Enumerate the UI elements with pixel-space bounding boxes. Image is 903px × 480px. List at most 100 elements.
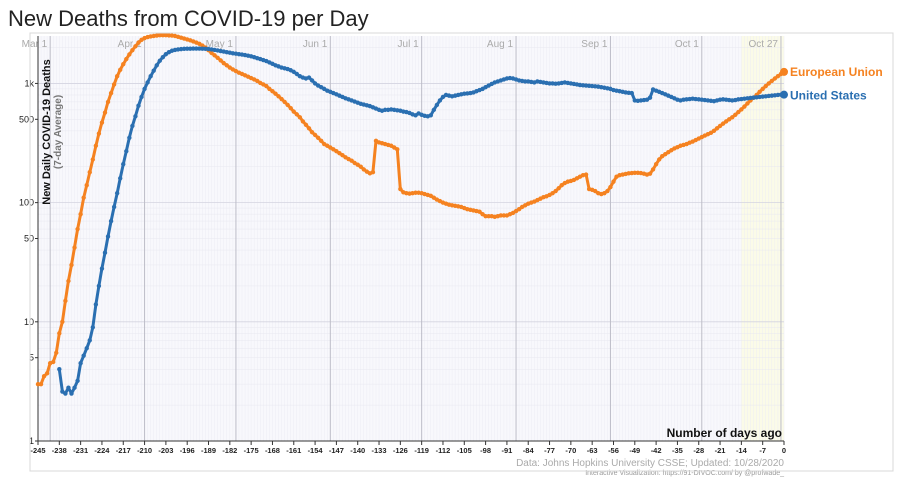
data-point <box>160 32 166 38</box>
data-point <box>273 91 278 96</box>
data-point <box>127 135 132 140</box>
data-point <box>130 48 135 53</box>
x-tick-label: -182 <box>222 446 237 455</box>
y-tick-label: 500 <box>19 114 34 124</box>
data-point <box>486 213 491 219</box>
data-point <box>44 371 50 376</box>
data-point <box>57 367 62 372</box>
end-point <box>780 67 788 76</box>
y-tick-labels: 1 5 10 50 100 500 1k <box>19 36 39 446</box>
data-point <box>413 190 418 195</box>
data-point <box>382 107 388 113</box>
data-point <box>395 147 400 152</box>
x-tick-label: -224 <box>94 446 110 455</box>
data-point <box>63 298 68 304</box>
data-point <box>75 378 80 383</box>
credit-note: Interactive Visualization: https://91-DI… <box>585 470 784 477</box>
data-point <box>99 120 105 125</box>
x-tick-label: -35 <box>672 446 683 455</box>
x-tick-label: -70 <box>565 446 576 455</box>
data-point <box>215 55 220 61</box>
data-point <box>647 95 653 100</box>
month-label: Oct 1 <box>675 39 699 50</box>
data-point <box>69 391 74 396</box>
data-point <box>309 129 315 135</box>
x-tick-label: -49 <box>629 446 640 455</box>
x-tick-label: -42 <box>651 446 662 455</box>
y-tick-label: 10 <box>24 317 34 327</box>
data-point <box>632 170 637 175</box>
data-point <box>437 98 443 103</box>
data-point <box>720 121 726 126</box>
data-point <box>477 209 482 214</box>
data-point <box>772 76 778 81</box>
series-label-united-states: United States <box>790 89 867 103</box>
data-point <box>312 132 318 138</box>
x-tick-label: -231 <box>73 446 88 455</box>
data-point <box>139 94 144 100</box>
x-tick-label: -133 <box>372 446 387 455</box>
data-point <box>547 81 552 86</box>
data-point <box>87 169 92 175</box>
data-point <box>51 359 56 365</box>
data-point <box>483 213 488 219</box>
month-label: Sep 1 <box>581 39 608 50</box>
data-point <box>60 319 65 325</box>
x-axis-label: Number of days ago <box>667 426 782 440</box>
y-axis-sublabel: (7-day Average) <box>53 95 64 169</box>
month-labels: Mar 1 Apr 1 May 1 Jun 1 Jul 1 Aug 1 Sep 1 Oct 1… <box>22 39 779 50</box>
data-point <box>769 78 775 84</box>
data-point <box>583 172 589 177</box>
x-tick-label: -203 <box>158 446 173 455</box>
data-point <box>297 115 303 120</box>
data-point <box>35 381 41 387</box>
data-point <box>93 143 99 148</box>
data-point <box>188 46 193 51</box>
data-point <box>711 128 717 134</box>
data-point <box>148 73 153 79</box>
month-label: Oct 27 <box>748 39 778 50</box>
source-note: Data: Johns Hopkins University CSSE; Upd… <box>516 458 784 469</box>
data-point <box>434 102 440 108</box>
x-tick-label: -126 <box>393 446 408 455</box>
data-point <box>224 63 229 68</box>
month-label: May 1 <box>206 39 234 50</box>
data-point <box>730 115 735 120</box>
data-point <box>306 126 312 131</box>
month-label: Mar 1 <box>22 39 48 50</box>
page-title: New Deaths from COVID-19 per Day <box>8 6 369 31</box>
x-tick-label: -56 <box>608 446 619 455</box>
y-tick-label: 1k <box>24 78 34 88</box>
data-point <box>291 109 296 114</box>
x-tick-label: -28 <box>693 446 704 455</box>
data-point <box>270 89 275 94</box>
data-point <box>124 56 129 62</box>
data-point <box>608 184 613 190</box>
data-point <box>629 90 634 96</box>
grid-major <box>38 47 784 442</box>
data-point <box>63 391 68 396</box>
x-tick-label: -168 <box>265 446 280 455</box>
x-tick-label: -63 <box>587 446 598 455</box>
data-point <box>78 211 83 217</box>
series-lines <box>35 32 788 396</box>
data-point <box>501 213 507 218</box>
data-point <box>733 112 738 118</box>
data-point <box>739 107 744 112</box>
data-point <box>209 50 214 56</box>
data-point <box>87 338 92 343</box>
data-point <box>84 346 89 351</box>
x-tick-label: -77 <box>544 446 555 455</box>
x-tick-label: -245 <box>30 446 45 455</box>
data-point <box>370 169 376 175</box>
x-tick-label: -21 <box>715 446 726 455</box>
data-point <box>306 75 312 80</box>
data-point <box>288 105 293 111</box>
month-label: Jun 1 <box>303 39 328 50</box>
data-point <box>118 176 123 181</box>
data-point <box>93 302 99 307</box>
series-label-european-union: European Union <box>790 65 883 79</box>
x-tick-label: -175 <box>244 446 259 455</box>
data-point <box>742 104 747 109</box>
